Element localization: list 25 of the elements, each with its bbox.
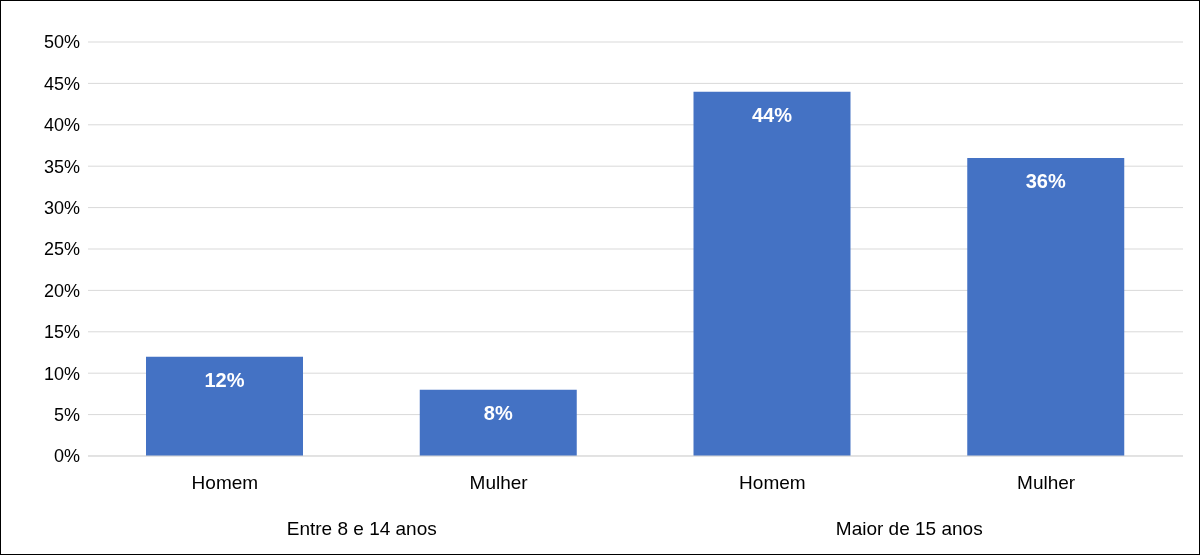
y-tick-label: 25% — [43, 239, 80, 260]
bar — [967, 157, 1125, 456]
y-tick-label: 40% — [43, 115, 80, 136]
data-label: 36% — [1025, 170, 1066, 193]
x-tick-label: Mulher — [1017, 472, 1076, 494]
y-tick-label: 20% — [43, 280, 80, 301]
x-tick-label: Mulher — [469, 472, 529, 494]
y-tick-label: 15% — [43, 322, 80, 343]
text: Maior de 15 anos — [834, 518, 984, 540]
bar — [146, 356, 303, 456]
bar — [693, 91, 851, 456]
data-label: 8% — [483, 401, 513, 424]
x-tick-label: Homem — [739, 472, 806, 494]
data-label: 12% — [204, 368, 245, 391]
text: Entre 8 e 14 anos — [285, 518, 438, 540]
y-tick-label: 50% — [43, 32, 80, 53]
y-tick-label: 5% — [53, 404, 80, 425]
bar — [419, 389, 577, 456]
y-tick-label: 30% — [43, 197, 80, 218]
y-tick-label: 10% — [43, 363, 80, 384]
x-tick-label: Homem — [191, 472, 259, 494]
y-tick-label: 0% — [53, 446, 80, 467]
y-tick-label: 35% — [43, 156, 80, 177]
data-label: 44% — [751, 103, 793, 126]
y-tick-label: 45% — [43, 73, 80, 94]
